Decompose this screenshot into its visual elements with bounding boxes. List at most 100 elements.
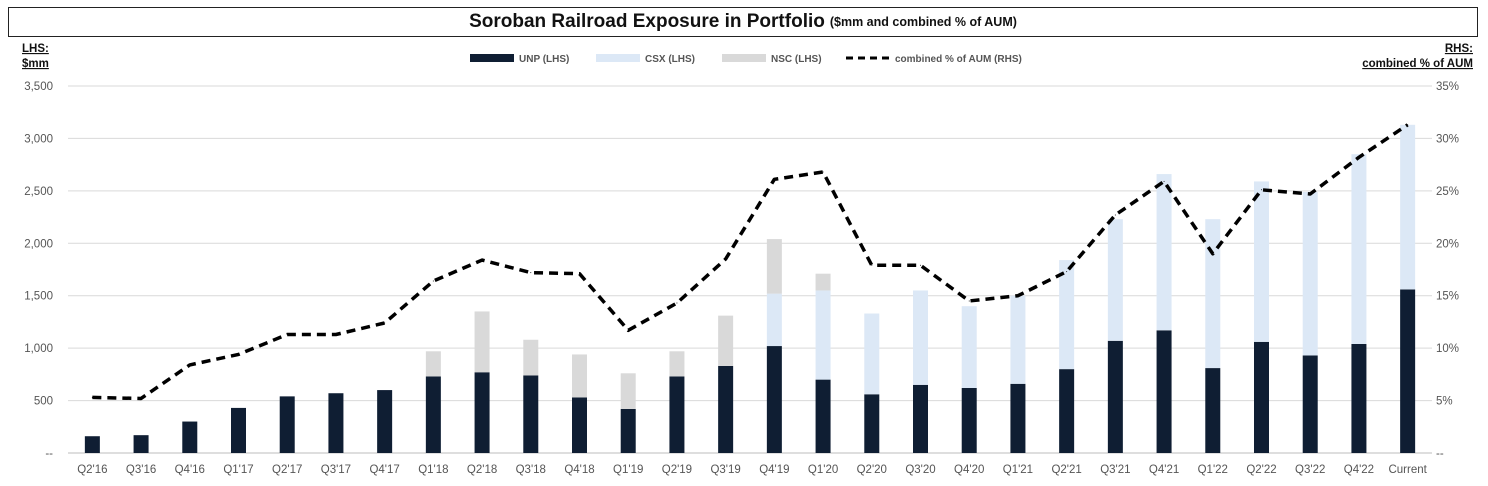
- x-tick-label: Current: [1388, 464, 1427, 476]
- right-tick-label: 10%: [1436, 343, 1459, 355]
- left-tick-label: 3,000: [24, 133, 53, 145]
- aum-point: [1309, 193, 1311, 195]
- left-tick-label: --: [45, 448, 53, 460]
- unp-bar: [1156, 330, 1172, 453]
- gridlines: [68, 85, 1432, 454]
- left-tick-label: 2,000: [24, 238, 53, 250]
- unp-bar: [328, 393, 344, 453]
- aum-point: [579, 273, 580, 275]
- legend-label: combined % of AUM (RHS): [895, 54, 1022, 65]
- csx-bar: [815, 290, 831, 380]
- nsc-bar: [766, 239, 782, 294]
- aum-point: [1114, 214, 1116, 216]
- csx-bar: [864, 313, 880, 395]
- aum-point: [968, 300, 970, 302]
- aum-point: [1358, 156, 1360, 158]
- right-tick-label: 20%: [1436, 238, 1459, 250]
- x-tick-label: Q2'21: [1051, 464, 1081, 476]
- legend-swatch: [722, 54, 766, 62]
- x-tick-label: Q3'21: [1100, 464, 1130, 476]
- aum-point: [1066, 271, 1068, 273]
- right-tick-label: 35%: [1436, 81, 1459, 93]
- unp-bar: [1205, 368, 1221, 453]
- csx-bar: [1010, 295, 1026, 384]
- aum-point: [286, 334, 288, 336]
- x-tick-label: Q2'22: [1246, 464, 1276, 476]
- unp-bar: [182, 421, 198, 453]
- legend-swatch: [596, 54, 640, 62]
- unp-bar: [961, 387, 977, 453]
- x-tick-label: Q4'16: [175, 464, 205, 476]
- x-tick-label: Q1'22: [1198, 464, 1228, 476]
- lhs-axis-label-1: LHS:: [22, 43, 49, 55]
- unp-bar: [1254, 341, 1269, 453]
- unp-bar: [133, 435, 149, 453]
- unp-bar: [1059, 369, 1075, 453]
- nsc-bar: [620, 373, 636, 409]
- aum-point: [1212, 253, 1214, 255]
- left-tick-label: 1,000: [24, 343, 53, 355]
- x-tick-label: Q4'19: [759, 464, 789, 476]
- x-tick-label: Q4'17: [369, 464, 399, 476]
- left-tick-label: 1,500: [24, 291, 53, 303]
- x-tick-label: Q3'17: [321, 464, 351, 476]
- left-tick-label: 3,500: [24, 81, 53, 93]
- x-tick-label: Q3'18: [516, 464, 546, 476]
- nsc-bar: [669, 351, 685, 377]
- axes: -- 500 1,000 1,500 2,000 2,500 3,000 3,500 -- 5% 1…: [24, 81, 1459, 476]
- unp-bar: [523, 375, 539, 453]
- aum-point: [238, 353, 239, 355]
- nsc-bar: [718, 315, 734, 366]
- x-tick-label: Q2'17: [272, 464, 302, 476]
- unp-bar: [1107, 340, 1123, 453]
- x-tick-label: Q1'19: [613, 464, 643, 476]
- unp-bar: [572, 397, 587, 453]
- aum-point: [1163, 180, 1165, 182]
- unp-bar: [718, 365, 734, 453]
- x-tick-label: Q3'19: [710, 464, 740, 476]
- x-tick-label: Q1'21: [1003, 464, 1033, 476]
- chart-subtitle: ($mm and combined % of AUM): [829, 15, 1017, 29]
- legend: UNP (LHS) CSX (LHS) NSC (LHS) combined % of…: [470, 54, 1022, 65]
- csx-bar: [1059, 260, 1075, 370]
- aum-line-layer: [91, 123, 1409, 401]
- rhs-axis-label-2: combined % of AUM: [1362, 58, 1473, 70]
- csx-bar: [1302, 191, 1318, 356]
- aum-point: [140, 397, 142, 399]
- unp-bar: [231, 407, 246, 453]
- x-tick-label: Q1'20: [808, 464, 838, 476]
- unp-bar: [669, 376, 685, 453]
- x-tick-label: Q2'16: [77, 464, 107, 476]
- csx-bar: [1351, 154, 1367, 344]
- nsc-bar: [572, 354, 587, 398]
- aum-point: [1261, 189, 1262, 191]
- csx-bar: [1107, 219, 1123, 341]
- x-tick-label: Q4'22: [1344, 464, 1374, 476]
- x-tick-label: Q1'18: [418, 464, 448, 476]
- unp-bar: [279, 396, 295, 453]
- legend-label: UNP (LHS): [519, 54, 569, 65]
- aum-point: [920, 264, 921, 266]
- nsc-bar: [474, 311, 490, 373]
- x-tick-label: Q1'17: [223, 464, 253, 476]
- csx-bar: [766, 293, 782, 347]
- csx-bar: [913, 290, 928, 385]
- aum-point: [335, 334, 337, 336]
- legend-swatch: [470, 54, 514, 62]
- unp-bar: [1302, 355, 1318, 453]
- csx-bar: [1254, 181, 1269, 342]
- unp-bar: [474, 372, 490, 453]
- right-tick-label: 15%: [1436, 291, 1459, 303]
- right-tick-label: 5%: [1436, 396, 1453, 408]
- unp-bar: [425, 376, 441, 453]
- aum-point: [676, 302, 678, 304]
- aum-point: [432, 280, 434, 282]
- right-tick-label: 25%: [1436, 186, 1459, 198]
- aum-point: [871, 264, 873, 266]
- legend-label: CSX (LHS): [645, 54, 695, 65]
- left-tick-label: 500: [34, 396, 53, 408]
- x-tick-label: Q4'20: [954, 464, 984, 476]
- aum-point: [725, 258, 727, 260]
- unp-bar: [913, 384, 928, 453]
